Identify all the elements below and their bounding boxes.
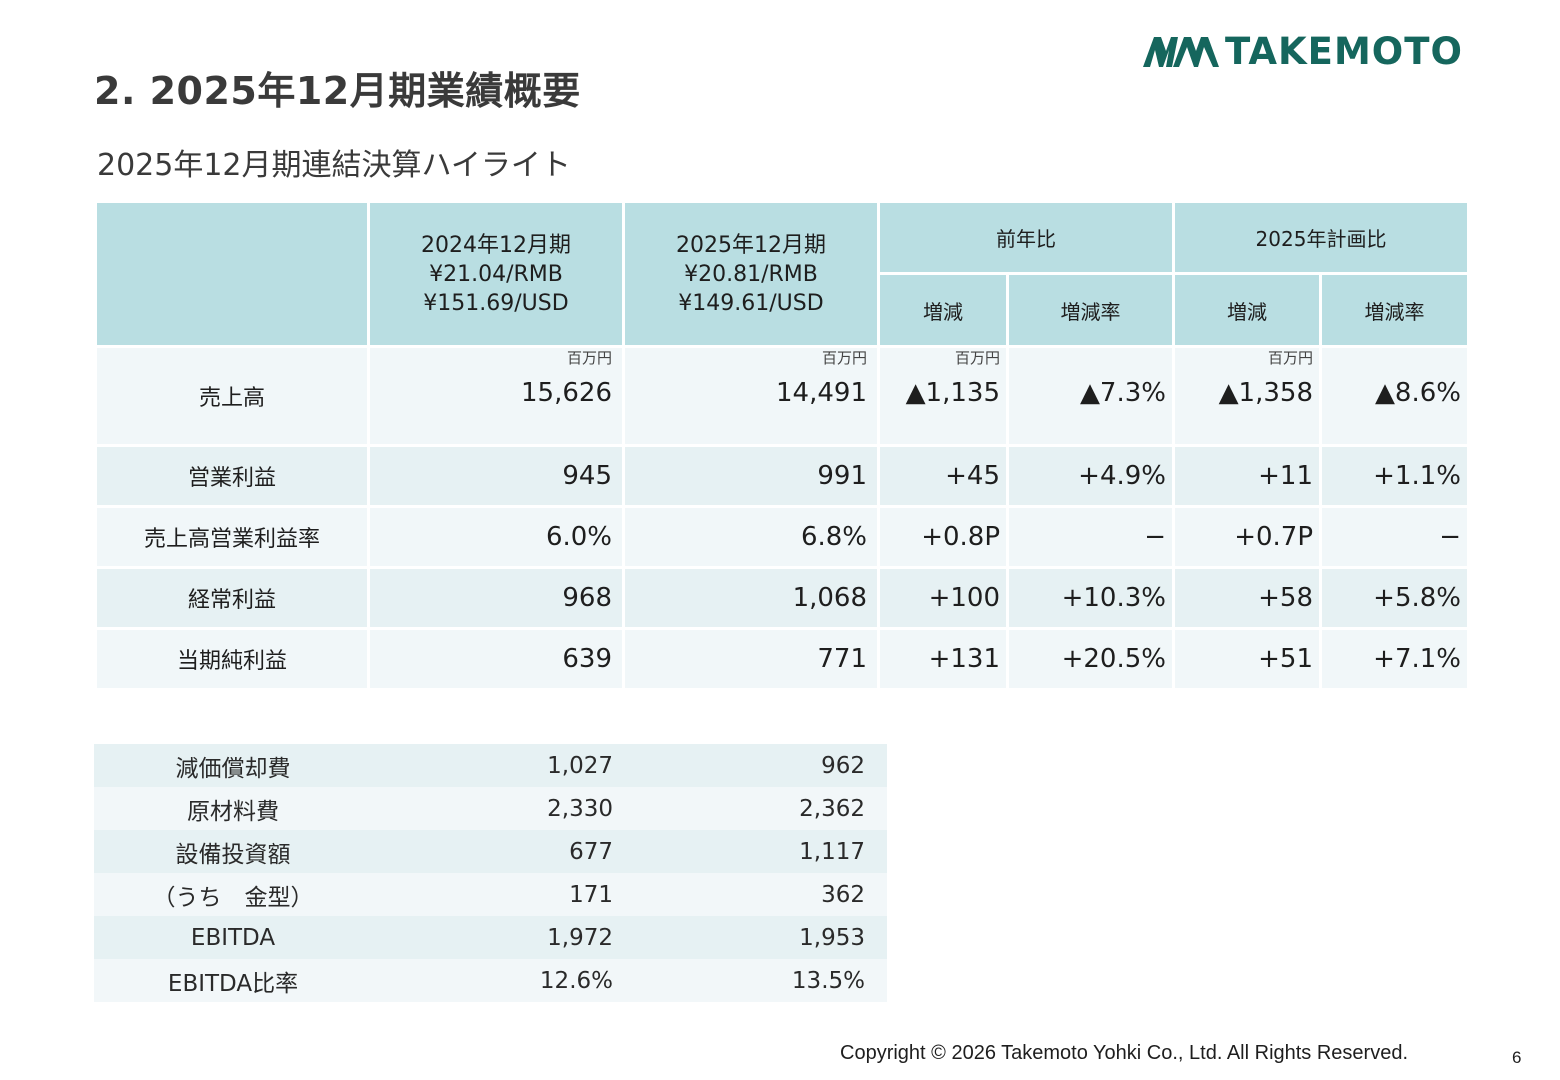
cell-yoy-rate: - ▲7.3% (1006, 345, 1175, 447)
cell-2025: 991 (622, 444, 880, 508)
results-table: 2024年12月期 ¥21.04/RMB ¥151.69/USD 2025年12… (94, 200, 1470, 691)
cell-2025: 13.5% (635, 959, 887, 1002)
cell-2024: 945 (367, 444, 625, 508)
header-2025-usd: ¥149.61/USD (678, 290, 824, 316)
cell-plan-rate: +5.8% (1319, 566, 1470, 630)
row-label: 当期純利益 (94, 627, 370, 691)
cell-yoy-change: +45 (877, 444, 1009, 508)
copyright-notice: Copyright © 2026 Takemoto Yohki Co., Ltd… (840, 1042, 1409, 1064)
table-row: （うち 金型） 171 362 (94, 873, 887, 916)
cell-2024: 6.0% (367, 505, 625, 569)
cell-2025: 百万円 14,491 (622, 345, 880, 447)
header-2024: 2024年12月期 ¥21.04/RMB ¥151.69/USD (367, 200, 625, 348)
cell-plan-rate: +7.1% (1319, 627, 1470, 691)
cell-value: 15,626 (521, 378, 612, 408)
header-yoy-rate: 増減率 (1006, 272, 1175, 348)
header-yoy: 前年比 (877, 200, 1175, 275)
cell-value: ▲7.3% (1079, 378, 1166, 408)
supplementary-table: 減価償却費 1,027 962 原材料費 2,330 2,362 設備投資額 6… (94, 744, 887, 1002)
header-2024-period: 2024年12月期 (421, 232, 571, 258)
cell-yoy-rate: +20.5% (1006, 627, 1175, 691)
table-row: EBITDA比率 12.6% 13.5% (94, 959, 887, 1002)
company-logo: TAKEMOTO (1143, 30, 1529, 73)
cell-2025: 6.8% (622, 505, 880, 569)
header-corner (94, 200, 370, 348)
cell-plan-change: +51 (1172, 627, 1322, 691)
row-label: 売上高 (94, 345, 370, 447)
header-2025-rmb: ¥20.81/RMB (684, 261, 818, 287)
cell-plan-rate: +1.1% (1319, 444, 1470, 508)
cell-yoy-change: 百万円 ▲1,135 (877, 345, 1009, 447)
cell-2024: 1,972 (372, 916, 635, 959)
row-label: 売上高営業利益率 (94, 505, 370, 569)
cell-2025: 771 (622, 627, 880, 691)
row-label: EBITDA (94, 916, 372, 959)
cell-2024: 171 (372, 873, 635, 916)
table-row: EBITDA 1,972 1,953 (94, 916, 887, 959)
cell-plan-change: +11 (1172, 444, 1322, 508)
cell-value: ▲1,135 (905, 378, 1000, 408)
cell-value: 14,491 (776, 378, 867, 408)
logo-mark-icon (1143, 37, 1219, 67)
cell-2024: 1,027 (372, 744, 635, 787)
cell-yoy-rate: +4.9% (1006, 444, 1175, 508)
cell-plan-change: +0.7P (1172, 505, 1322, 569)
cell-yoy-change: +0.8P (877, 505, 1009, 569)
cell-plan-rate: - ▲8.6% (1319, 345, 1470, 447)
cell-value: ▲8.6% (1374, 378, 1461, 408)
row-label: 設備投資額 (94, 830, 372, 873)
cell-2024: 2,330 (372, 787, 635, 830)
header-2024-usd: ¥151.69/USD (423, 290, 569, 316)
cell-plan-change: 百万円 ▲1,358 (1172, 345, 1322, 447)
cell-yoy-rate: − (1006, 505, 1175, 569)
header-plan-rate: 増減率 (1319, 272, 1470, 348)
cell-2024: 677 (372, 830, 635, 873)
cell-yoy-change: +100 (877, 566, 1009, 630)
cell-plan-change: +58 (1172, 566, 1322, 630)
cell-value: ▲1,358 (1218, 378, 1313, 408)
cell-2024: 百万円 15,626 (367, 345, 625, 447)
row-label: 経常利益 (94, 566, 370, 630)
cell-plan-rate: − (1319, 505, 1470, 569)
cell-2025: 1,068 (622, 566, 880, 630)
table-row: 売上高 百万円 15,626 百万円 14,491 百万円 ▲1,135 - ▲… (94, 345, 1470, 447)
row-label: 減価償却費 (94, 744, 372, 787)
unit-label: 百万円 (954, 349, 1000, 367)
table-row: 売上高営業利益率 6.0% 6.8% +0.8P − +0.7P − (94, 505, 1470, 569)
unit-label: 百万円 (821, 349, 867, 367)
table-row: 原材料費 2,330 2,362 (94, 787, 887, 830)
table-row: 経常利益 968 1,068 +100 +10.3% +58 +5.8% (94, 566, 1470, 630)
logo-wordmark: TAKEMOTO (1225, 30, 1463, 73)
header-2025: 2025年12月期 ¥20.81/RMB ¥149.61/USD (622, 200, 880, 348)
cell-2025: 962 (635, 744, 887, 787)
unit-label: 百万円 (1267, 349, 1313, 367)
table-row: 営業利益 945 991 +45 +4.9% +11 +1.1% (94, 444, 1470, 508)
table-row: 当期純利益 639 771 +131 +20.5% +51 +7.1% (94, 627, 1470, 691)
row-label: EBITDA比率 (94, 959, 372, 1002)
cell-2024: 968 (367, 566, 625, 630)
page-number: 6 (1512, 1048, 1522, 1067)
section-subtitle: 2025年12月期連結決算ハイライト (97, 148, 571, 183)
header-2024-rmb: ¥21.04/RMB (429, 261, 563, 287)
cell-yoy-change: +131 (877, 627, 1009, 691)
table-row: 減価償却費 1,027 962 (94, 744, 887, 787)
header-plan-change: 増減 (1172, 272, 1322, 348)
cell-2025: 1,117 (635, 830, 887, 873)
cell-2024: 12.6% (372, 959, 635, 1002)
row-label: 原材料費 (94, 787, 372, 830)
cell-2024: 639 (367, 627, 625, 691)
cell-2025: 362 (635, 873, 887, 916)
header-2025-period: 2025年12月期 (676, 232, 826, 258)
row-label: （うち 金型） (94, 873, 372, 916)
header-yoy-change: 増減 (877, 272, 1009, 348)
row-label: 営業利益 (94, 444, 370, 508)
header-plan: 2025年計画比 (1172, 200, 1470, 275)
cell-yoy-rate: +10.3% (1006, 566, 1175, 630)
cell-2025: 2,362 (635, 787, 887, 830)
unit-label: 百万円 (566, 349, 612, 367)
table-row: 設備投資額 677 1,117 (94, 830, 887, 873)
page-title: 2. 2025年12月期業績概要 (94, 69, 581, 113)
cell-2025: 1,953 (635, 916, 887, 959)
